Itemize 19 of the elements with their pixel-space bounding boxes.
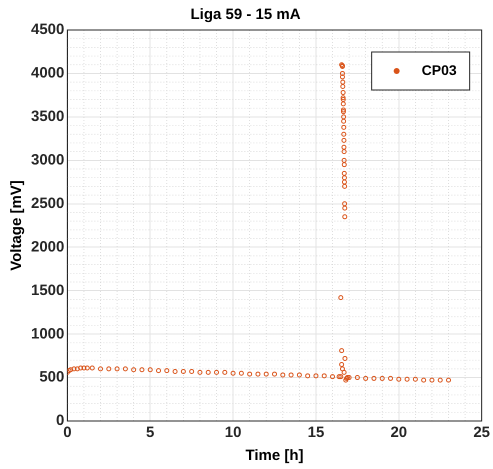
y-tick-label: 2500 bbox=[30, 194, 64, 212]
y-tick-label: 500 bbox=[39, 368, 64, 386]
y-tick-label: 2000 bbox=[30, 238, 64, 256]
y-tick-label: 3000 bbox=[30, 151, 64, 168]
x-tick-label: 20 bbox=[390, 424, 408, 442]
legend-label: CP03 bbox=[422, 62, 457, 78]
x-axis-title: Time [h] bbox=[245, 447, 304, 464]
y-tick-label: 4500 bbox=[30, 21, 64, 38]
chart-title: Liga 59 - 15 mA bbox=[190, 6, 301, 24]
y-tick-label: 1000 bbox=[30, 325, 64, 342]
y-tick-label: 4000 bbox=[30, 64, 64, 82]
y-tick-label: 1500 bbox=[30, 282, 64, 299]
y-axis-title: Voltage [mV] bbox=[8, 180, 26, 271]
x-tick-label: 10 bbox=[224, 424, 242, 442]
y-tick-label: 3500 bbox=[30, 108, 64, 126]
x-tick-label: 25 bbox=[473, 424, 490, 442]
x-tick-label: 15 bbox=[308, 424, 324, 442]
x-tick-label: 5 bbox=[146, 424, 154, 442]
y-tick-label: 0 bbox=[56, 412, 64, 430]
